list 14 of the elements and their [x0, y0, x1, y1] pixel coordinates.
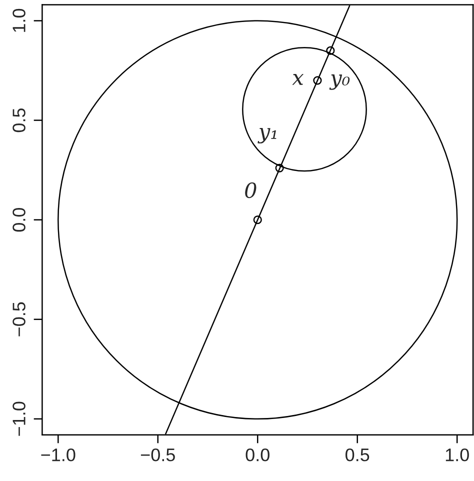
y-tick-label: 1.0 [12, 8, 26, 32]
x-tick-label: 0.0 [246, 448, 270, 462]
x-tick-label: −1.0 [41, 448, 76, 462]
data-label: y₁ [258, 128, 276, 144]
x-tick-label: 1.0 [446, 448, 469, 462]
x-tick-label: 0.5 [346, 448, 370, 462]
x-tick-label: −0.5 [140, 448, 175, 462]
y-tick-label: −0.5 [12, 302, 26, 336]
data-label: x [292, 74, 304, 85]
data-label: 0 [245, 182, 256, 198]
y-tick-label: −1.0 [12, 402, 26, 436]
data-label: y₀ [329, 74, 350, 90]
y-tick-label: 0.5 [12, 108, 26, 132]
y-tick-label: 0.0 [12, 208, 26, 232]
